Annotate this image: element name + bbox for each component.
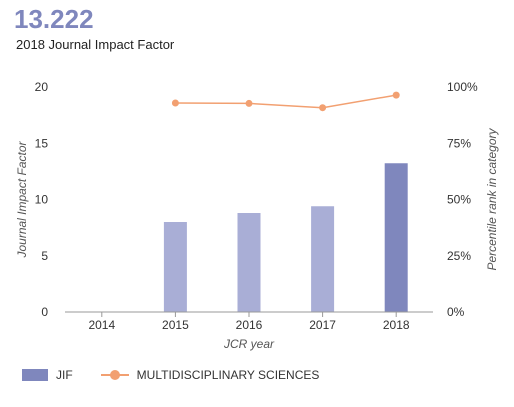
jif-bar bbox=[311, 206, 335, 312]
legend-jif-swatch bbox=[22, 369, 48, 381]
x-tick-label: 2016 bbox=[236, 318, 263, 332]
y-tick-label: 20 bbox=[35, 80, 49, 94]
chart-legend: JIF MULTIDISCIPLINARY SCIENCES bbox=[22, 368, 319, 382]
y-tick-label: 15 bbox=[35, 136, 49, 150]
x-axis-title: JCR year bbox=[223, 337, 275, 351]
impact-factor-label: 2018 Journal Impact Factor bbox=[16, 37, 175, 52]
legend-jif-label: JIF bbox=[56, 368, 73, 382]
category-rank-line bbox=[175, 94, 397, 109]
jif-bar bbox=[163, 222, 187, 312]
jif-bar bbox=[384, 163, 408, 312]
category-rank-point bbox=[245, 99, 253, 107]
y2-axis-title: Percentile rank in category bbox=[485, 127, 499, 270]
category-rank-point bbox=[171, 99, 179, 107]
y-tick-label: 5 bbox=[41, 249, 48, 263]
y2-tick-label: 75% bbox=[447, 136, 471, 150]
x-tick-label: 2018 bbox=[383, 318, 410, 332]
x-tick-label: 2015 bbox=[162, 318, 189, 332]
x-tick-label: 2014 bbox=[88, 318, 115, 332]
y2-tick-label: 100% bbox=[447, 80, 478, 94]
y-axis-title: Journal Impact Factor bbox=[15, 140, 29, 258]
y-tick-label: 10 bbox=[35, 193, 49, 207]
x-tick-label: 2017 bbox=[309, 318, 336, 332]
legend-category-label: MULTIDISCIPLINARY SCIENCES bbox=[136, 368, 320, 382]
y2-tick-label: 50% bbox=[447, 193, 471, 207]
y2-tick-label: 0% bbox=[447, 305, 465, 319]
y-tick-label: 0 bbox=[41, 305, 48, 319]
y2-tick-label: 25% bbox=[447, 249, 471, 263]
legend-category-marker bbox=[100, 369, 129, 381]
jif-bar bbox=[237, 213, 261, 312]
impact-factor-value: 13.222 bbox=[14, 4, 94, 34]
category-rank-point bbox=[392, 91, 400, 99]
category-rank-point bbox=[319, 104, 327, 112]
